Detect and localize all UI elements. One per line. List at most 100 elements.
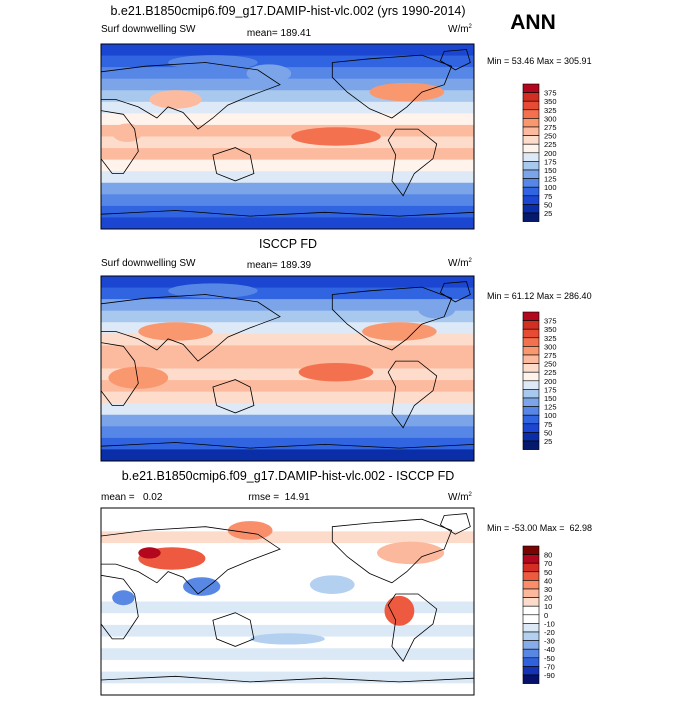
panel-model-colorbar: 3753503253002752502252001751501251007550…: [522, 83, 557, 222]
colorbar-box: [522, 126, 540, 136]
colorbar-tick-label: 250: [544, 360, 557, 369]
colorbar-box: [522, 640, 540, 650]
colorbar-tick-label: 100: [544, 183, 557, 192]
panel-model-map-frame: [100, 43, 475, 230]
field-band: [101, 276, 474, 289]
panel-obs-mean: mean= 189.39: [247, 260, 312, 271]
field-band: [101, 403, 474, 416]
coastline: [101, 210, 474, 229]
field-band: [101, 578, 474, 591]
colorbar-tick-label: 275: [544, 351, 557, 360]
colorbar-box: [522, 588, 540, 598]
coastline: [387, 593, 438, 663]
field-band: [101, 589, 474, 602]
panel-obs-colorbar: 3753503253002752502252001751501251007550…: [522, 311, 557, 450]
field-blob: [377, 541, 445, 565]
coastline: [101, 442, 474, 461]
colorbar-tick-label: 300: [544, 342, 557, 351]
field-blob: [227, 521, 273, 540]
panel-obs-min-max: Min = 61.12 Max = 286.40: [487, 291, 592, 301]
coastline: [439, 513, 471, 535]
colorbar-tick-label: 100: [544, 411, 557, 420]
field-band: [101, 299, 474, 312]
coastline: [101, 294, 281, 362]
field-blob: [369, 82, 445, 102]
panel-obs: ISCCP FD Surf downwelling SW mean= 189.3…: [100, 237, 592, 462]
colorbar-box: [522, 380, 540, 390]
colorbar-box: [522, 337, 540, 347]
colorbar-box: [522, 657, 540, 667]
colorbar-box: [522, 83, 540, 93]
coastline: [331, 286, 453, 351]
colorbar-box: [522, 605, 540, 616]
panel-diff-min-max: Min = -53.00 Max = 62.98: [487, 523, 592, 533]
field-band: [101, 124, 474, 137]
colorbar-tick-label: 50: [544, 428, 552, 437]
colorbar-tick-label: 80: [544, 551, 552, 560]
coastline: [439, 281, 471, 303]
colorbar-tick-label: 350: [544, 97, 557, 106]
units-exponent: 2: [469, 24, 473, 30]
colorbar-box: [522, 423, 540, 433]
colorbar-tick-label: 0: [544, 611, 548, 620]
colorbar-box: [522, 389, 540, 399]
coastline: [101, 62, 281, 130]
colorbar-tick-label: 50: [544, 568, 552, 577]
colorbar-tick-label: 75: [544, 420, 552, 429]
panel-obs-units: W/m2: [448, 258, 473, 269]
field-band: [101, 182, 474, 195]
units-text: W/m: [448, 258, 469, 269]
coastline: [439, 49, 471, 71]
colorbar-tick-label: 275: [544, 123, 557, 132]
field-band: [101, 519, 474, 532]
colorbar-box: [522, 311, 540, 321]
colorbar-box: [522, 571, 540, 581]
coastline: [212, 612, 255, 647]
colorbar-box: [522, 597, 540, 607]
field-band: [101, 508, 474, 521]
field-band: [101, 683, 474, 695]
colorbar-box: [522, 204, 540, 214]
colorbar-tick-label: 175: [544, 157, 557, 166]
colorbar-tick-label: 250: [544, 132, 557, 141]
colorbar-box: [522, 118, 540, 128]
coastline: [212, 379, 255, 414]
coastline: [331, 518, 453, 584]
colorbar-box: [522, 178, 540, 188]
field-band: [101, 368, 474, 381]
coastline: [212, 147, 255, 182]
panel-obs-map: [101, 276, 474, 461]
field-blob: [298, 362, 374, 382]
field-band: [101, 44, 474, 57]
colorbar-tick-label: 150: [544, 166, 557, 175]
field-blob: [362, 322, 437, 341]
colorbar-tick-label: -90: [544, 671, 555, 680]
colorbar-tick-label: 325: [544, 106, 557, 115]
colorbar-tick-label: 225: [544, 368, 557, 377]
colorbar-tick-label: 350: [544, 325, 557, 334]
field-blob: [108, 366, 169, 389]
field-band: [101, 113, 474, 126]
colorbar-tick-label: -40: [544, 645, 555, 654]
colorbar-tick-label: 200: [544, 377, 557, 386]
panel-model: b.e21.B1850cmip6.f09_g17.DAMIP-hist-vlc.…: [100, 4, 592, 230]
colorbar-tick-label: -30: [544, 637, 555, 646]
panel-obs-title: ISCCP FD: [259, 237, 317, 251]
field-band: [101, 194, 474, 207]
colorbar-box: [522, 195, 540, 205]
colorbar-tick-label: 375: [544, 89, 557, 98]
coastline: [101, 110, 139, 174]
season-label: ANN: [510, 11, 556, 34]
colorbar-tick-label: 125: [544, 175, 557, 184]
field-band: [101, 414, 474, 427]
field-blob: [418, 300, 456, 319]
colorbar-box: [522, 152, 540, 162]
field-blob: [168, 283, 258, 299]
colorbar-box: [522, 143, 540, 154]
colorbar-tick-label: 75: [544, 192, 552, 201]
field-band: [101, 217, 474, 229]
field-band: [101, 648, 474, 661]
field-band: [101, 426, 474, 439]
